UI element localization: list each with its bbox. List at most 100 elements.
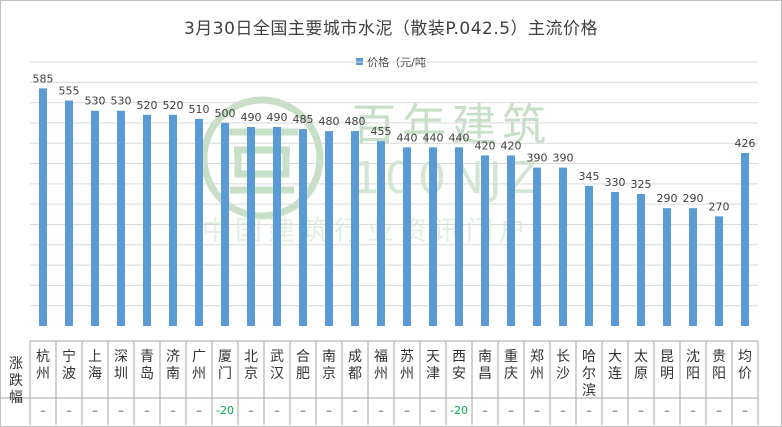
- chart-title: 3月30日全国主要城市水泥（散装P.042.5）主流价格: [183, 19, 599, 39]
- bar-16: [429, 147, 437, 326]
- city-label-9: 北京: [244, 349, 258, 382]
- data-label-18: 420: [475, 139, 496, 152]
- data-label-25: 290: [657, 192, 678, 205]
- change-value-8: -20: [216, 404, 234, 417]
- change-value-18: –: [482, 404, 488, 417]
- data-label-24: 325: [631, 178, 652, 191]
- change-value-7: –: [196, 404, 202, 417]
- city-label-2: 宁波: [62, 349, 76, 382]
- data-label-16: 440: [423, 131, 444, 144]
- city-label-5: 青岛: [140, 349, 154, 382]
- city-label-16: 天津: [426, 349, 440, 382]
- city-label-18: 南昌: [478, 349, 492, 382]
- bar-24: [637, 194, 645, 326]
- bar-28: [741, 152, 749, 326]
- city-label-11: 合肥: [296, 349, 310, 382]
- change-value-9: –: [248, 404, 254, 417]
- city-label-13: 成都: [348, 349, 362, 382]
- bar-1: [39, 88, 47, 327]
- data-label-20: 390: [527, 152, 548, 165]
- bar-13: [351, 131, 359, 326]
- change-value-20: –: [534, 404, 540, 417]
- city-label-20: 郑州: [530, 349, 544, 382]
- data-label-21: 390: [553, 152, 574, 165]
- change-value-22: –: [586, 404, 592, 417]
- data-label-22: 345: [579, 170, 600, 183]
- data-label-14: 455: [371, 125, 392, 138]
- data-label-15: 440: [397, 131, 418, 144]
- change-value-1: –: [40, 404, 46, 417]
- data-label-7: 510: [189, 103, 210, 116]
- change-value-3: –: [92, 404, 98, 417]
- data-label-9: 490: [241, 111, 262, 124]
- bar-11: [299, 129, 307, 326]
- bar-2: [65, 100, 73, 326]
- data-label-19: 420: [501, 139, 522, 152]
- change-value-27: –: [716, 404, 722, 417]
- change-value-26: –: [690, 404, 696, 417]
- data-label-1: 585: [33, 72, 54, 85]
- city-label-14: 福州: [374, 349, 388, 382]
- change-value-21: –: [560, 404, 566, 417]
- city-label-21: 长沙: [556, 349, 570, 382]
- change-value-17: -20: [450, 404, 468, 417]
- change-value-23: –: [612, 404, 618, 417]
- bar-5: [143, 114, 151, 326]
- change-value-16: –: [430, 404, 436, 417]
- data-label-12: 480: [319, 115, 340, 128]
- change-row-label: 涨跌幅: [9, 356, 23, 406]
- change-value-13: –: [352, 404, 358, 417]
- bar-3: [91, 110, 99, 326]
- city-label-23: 大连: [608, 349, 622, 382]
- bar-6: [169, 114, 177, 326]
- bar-27: [715, 216, 723, 326]
- bar-12: [325, 131, 333, 326]
- change-value-19: –: [508, 404, 514, 417]
- city-label-1: 杭州: [36, 349, 50, 382]
- change-value-6: –: [170, 404, 176, 417]
- city-label-15: 苏州: [400, 349, 414, 382]
- change-value-14: –: [378, 404, 384, 417]
- change-value-12: –: [326, 404, 332, 417]
- bar-18: [481, 155, 489, 326]
- city-label-8: 厦门: [218, 349, 232, 382]
- watermark-site: 中国建筑行业资讯门户: [202, 216, 532, 247]
- data-label-27: 270: [709, 200, 730, 213]
- city-label-25: 昆明: [660, 349, 674, 382]
- city-label-19: 重庆: [504, 349, 518, 382]
- city-label-12: 南京: [322, 349, 336, 382]
- bar-23: [611, 191, 619, 326]
- city-label-17: 西安: [452, 349, 466, 382]
- bar-19: [507, 155, 515, 326]
- data-label-4: 530: [111, 95, 132, 108]
- city-label-24: 太原: [634, 349, 648, 382]
- bar-10: [273, 126, 281, 326]
- city-label-22: 哈尔滨: [582, 349, 596, 399]
- city-label-26: 沈阳: [686, 349, 700, 382]
- city-label-27: 贵阳: [712, 349, 726, 382]
- city-label-3: 上海: [88, 349, 102, 382]
- city-label-28: 均价: [738, 349, 752, 382]
- data-label-2: 555: [59, 85, 80, 98]
- bar-22: [585, 185, 593, 326]
- bar-20: [533, 167, 541, 326]
- city-label-10: 武汉: [270, 349, 284, 382]
- change-value-24: –: [638, 404, 644, 417]
- data-label-13: 480: [345, 115, 366, 128]
- data-label-10: 490: [267, 111, 288, 124]
- bar-17: [455, 147, 463, 326]
- change-value-28: –: [742, 404, 748, 417]
- bar-25: [663, 208, 671, 326]
- bar-9: [247, 126, 255, 326]
- bar-14: [377, 141, 385, 326]
- data-label-11: 485: [293, 113, 314, 126]
- bar-21: [559, 167, 567, 326]
- change-value-11: –: [300, 404, 306, 417]
- bar-7: [195, 118, 203, 326]
- data-label-5: 520: [137, 99, 158, 112]
- city-label-7: 广州: [192, 349, 206, 382]
- bar-4: [117, 110, 125, 326]
- city-label-6: 济南: [166, 349, 180, 382]
